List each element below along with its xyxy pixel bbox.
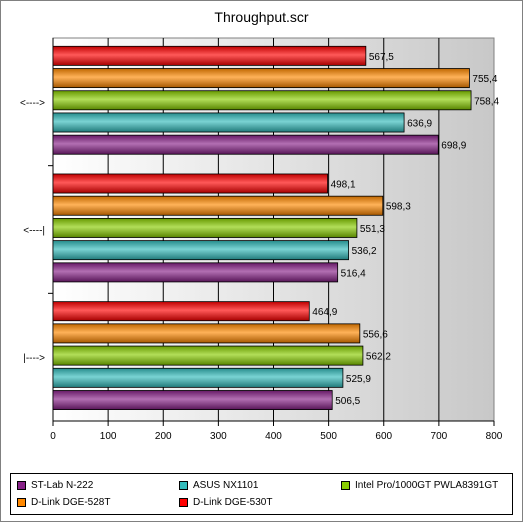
bar [52,90,472,111]
x-tick-label: 300 [210,431,227,442]
category-label: <----| [23,226,45,237]
bar [52,345,364,366]
x-tick-label: 100 [100,431,117,442]
legend-item: ST-Lab N-222 [17,480,93,491]
chart-title: Throughput.scr [214,9,309,25]
legend-swatch [179,498,188,507]
bar [52,323,361,344]
data-label: 464,9 [312,307,337,318]
data-label: 562,2 [366,352,391,363]
bar [52,390,333,410]
data-label: 598,3 [386,202,411,213]
legend-item: Intel Pro/1000GT PWLA8391GT [341,480,498,491]
legend-label: Intel Pro/1000GT PWLA8391GT [355,480,499,491]
bar [52,195,384,216]
bar [52,68,470,89]
bar [52,217,358,238]
x-tick-label: 600 [375,431,392,442]
legend-swatch [17,498,26,507]
legend-label: ASUS NX1101 [193,480,259,491]
bar [52,45,367,66]
bar [52,240,349,261]
data-label: 567,5 [369,52,394,63]
bar-chart: 0 100 200 300 400 500 600 700 800 <----> 567,5 755,… [20,37,503,442]
data-label: 506,5 [335,396,360,407]
bar [52,134,439,155]
bar [52,301,310,322]
legend-label: D-Link DGE-530T [193,497,273,508]
bar [52,367,344,388]
bar [52,173,328,194]
x-tick-label: 800 [486,431,503,442]
data-label: 516,4 [341,268,366,279]
legend: ST-Lab N-222 ASUS NX1101 Intel Pro/1000GT … [10,473,513,515]
legend-item: ASUS NX1101 [179,480,258,491]
bar [52,262,339,283]
legend-item: D-Link DGE-528T [17,497,110,508]
legend-swatch [341,481,350,490]
data-label: 536,2 [352,246,377,257]
x-tick-label: 400 [265,431,282,442]
data-label: 498,1 [331,180,356,191]
data-label: 698,9 [441,141,466,152]
legend-item: D-Link DGE-530T [179,497,272,508]
legend-swatch [17,481,26,490]
legend-label: D-Link DGE-528T [31,497,111,508]
x-tick-label: 700 [431,431,448,442]
data-label: 551,3 [360,224,385,235]
x-tick-label: 500 [320,431,337,442]
data-label: 755,4 [472,74,497,85]
data-label: 636,9 [407,118,432,129]
x-tick-label: 200 [155,431,172,442]
data-label: 758,4 [474,96,499,107]
x-tick-label: 0 [50,431,56,442]
category-label: <----> [20,98,45,109]
legend-swatch [179,481,188,490]
category-label: |----> [23,353,45,364]
legend-label: ST-Lab N-222 [31,480,94,491]
bar [52,112,405,133]
data-label: 525,9 [346,374,371,385]
data-label: 556,6 [363,329,388,340]
